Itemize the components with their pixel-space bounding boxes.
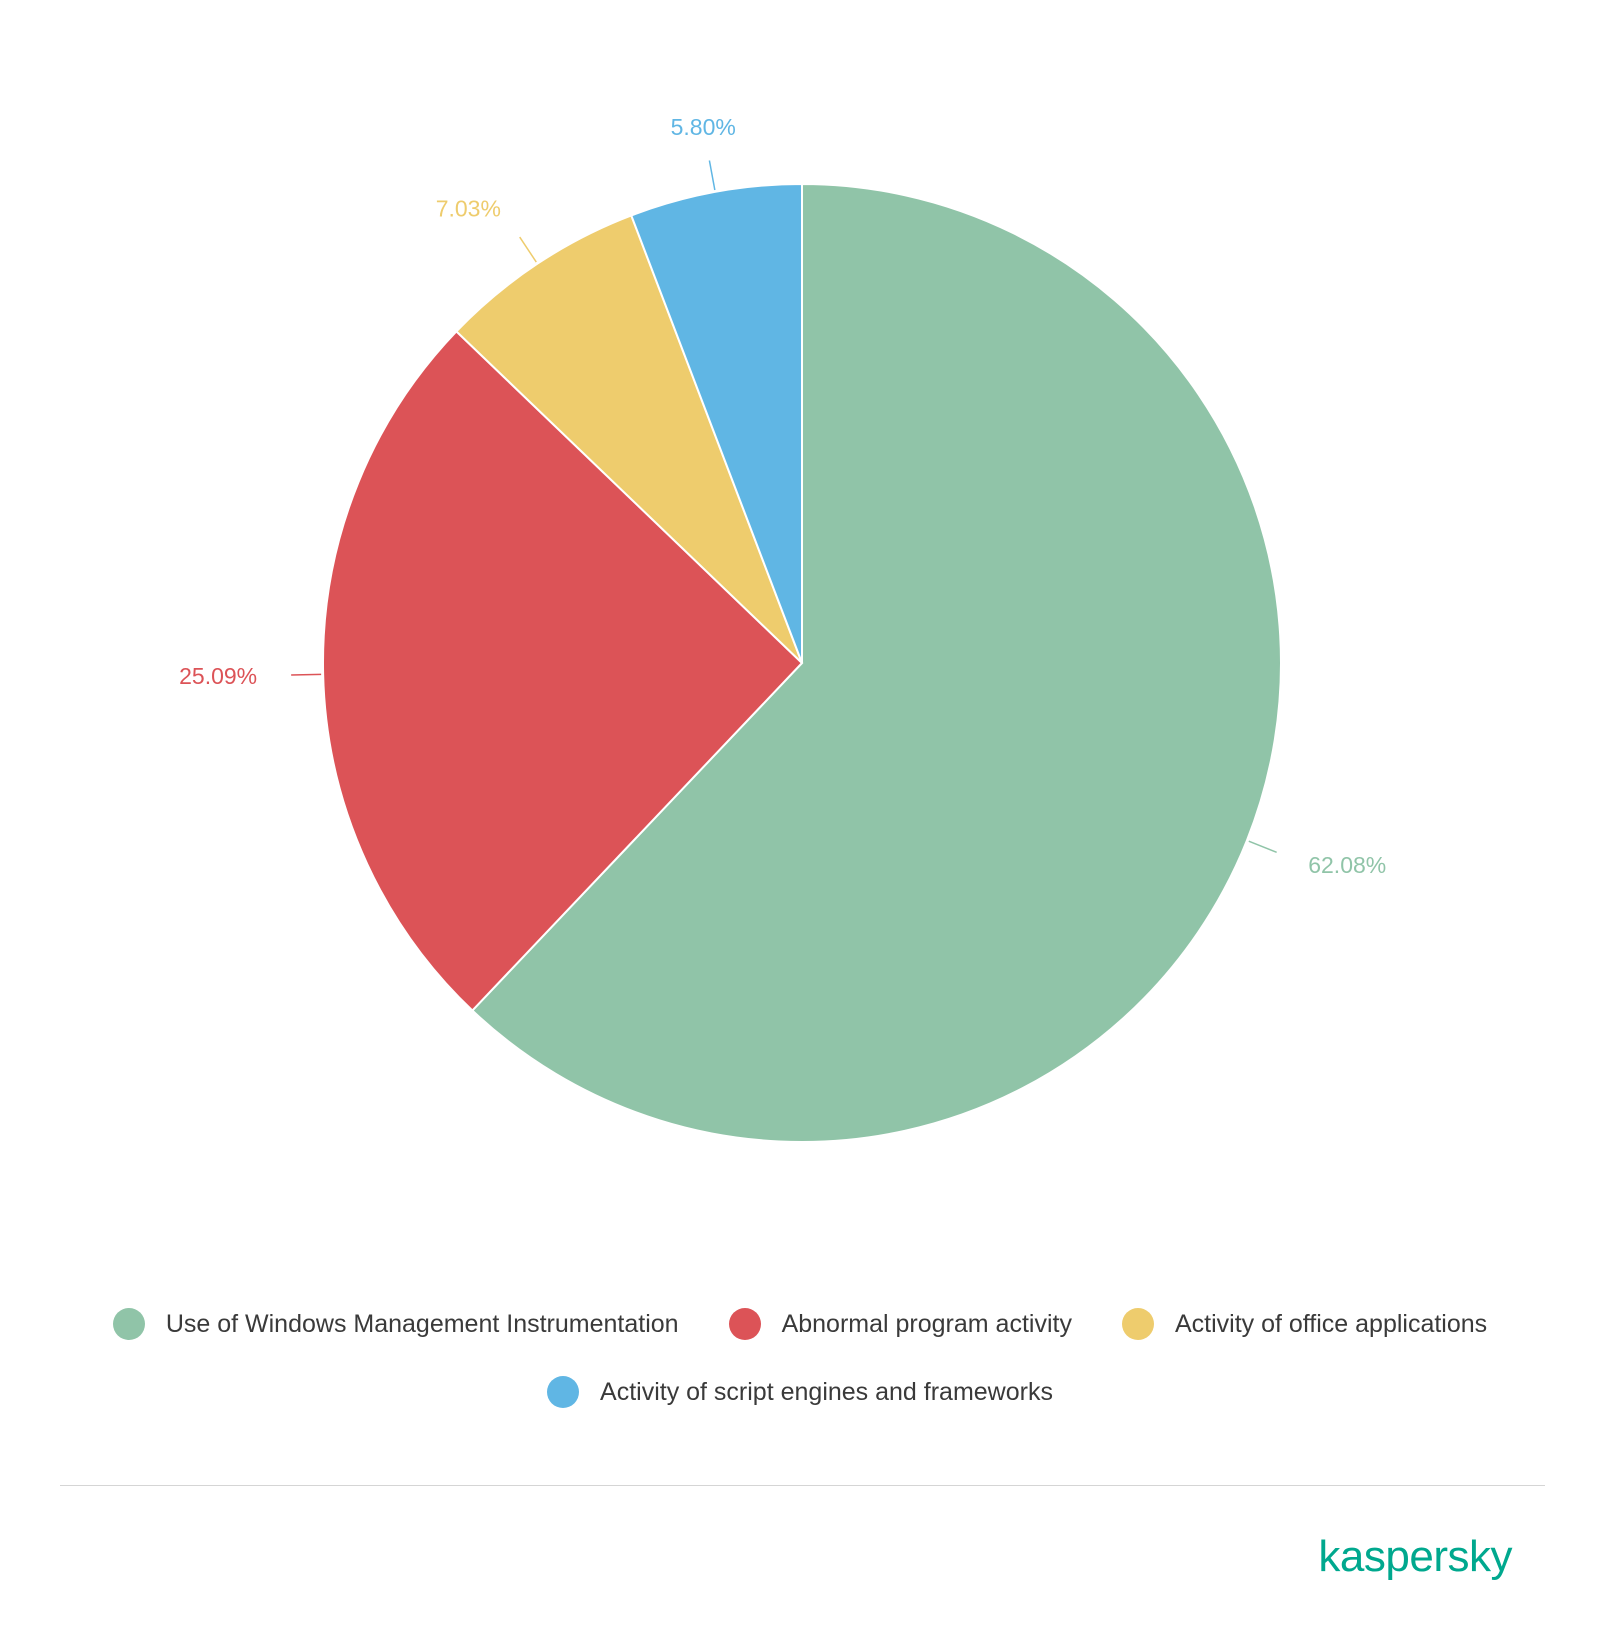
leader-line-office <box>519 236 537 263</box>
legend-dot-script <box>547 1376 580 1408</box>
leader-line-script <box>708 160 716 191</box>
legend-item-script: Activity of script engines and framework… <box>547 1376 1053 1408</box>
pie-slice-script <box>629 182 803 664</box>
legend-dot-wmi <box>112 1308 145 1340</box>
legend-item-abnormal: Abnormal program activity <box>728 1308 1072 1340</box>
divider <box>60 1485 1545 1486</box>
legend-item-office: Activity of office applications <box>1121 1308 1488 1340</box>
legend-label-script: Activity of script engines and framework… <box>600 1377 1053 1406</box>
legend-dot-abnormal <box>728 1308 761 1340</box>
legend-label-wmi: Use of Windows Management Instrumentatio… <box>165 1309 679 1338</box>
legend: Use of Windows Management Instrumentatio… <box>0 1305 1600 1441</box>
legend-label-abnormal: Abnormal program activity <box>781 1309 1072 1338</box>
slice-label-script: 5.80% <box>671 114 736 140</box>
legend-item-wmi: Use of Windows Management Instrumentatio… <box>112 1308 679 1340</box>
leader-line-wmi <box>1248 840 1277 854</box>
kaspersky-logo: kaspersky <box>1318 1532 1512 1581</box>
leader-line-abnormal <box>291 673 322 676</box>
legend-dot-office <box>1121 1308 1154 1340</box>
slice-label-office: 7.03% <box>436 196 501 222</box>
legend-label-office: Activity of office applications <box>1174 1309 1488 1338</box>
pie-slice-abnormal <box>322 329 804 1012</box>
slice-label-wmi: 62.08% <box>1308 852 1386 878</box>
slice-label-abnormal: 25.09% <box>179 663 257 689</box>
pie-slice-wmi <box>470 182 1282 1143</box>
pie-slice-office <box>454 214 803 664</box>
legend-row-2: Activity of script engines and framework… <box>0 1373 1600 1411</box>
legend-row-1: Use of Windows Management Instrumentatio… <box>0 1305 1600 1343</box>
pie-chart: 62.08% 25.09% 7.03% 5.80% <box>179 114 1386 1143</box>
